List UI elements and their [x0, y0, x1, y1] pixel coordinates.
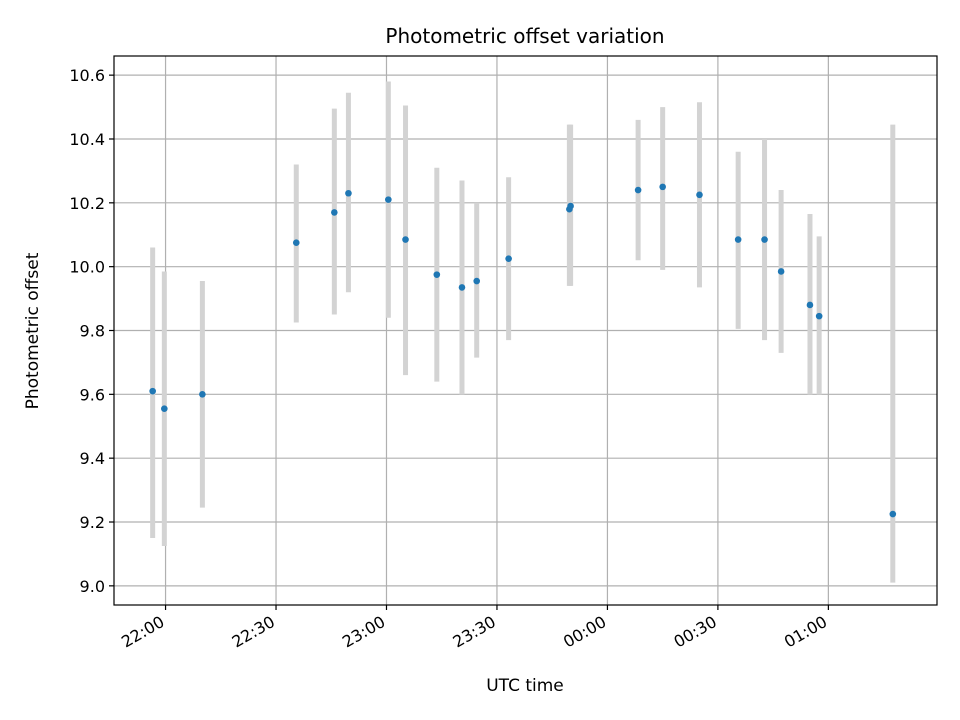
- data-point: [433, 271, 441, 278]
- data-point: [292, 239, 300, 247]
- data-point: [458, 284, 466, 291]
- data-point: [567, 202, 574, 210]
- data-point: [331, 209, 338, 216]
- y-tick-label: 9.0: [80, 577, 105, 596]
- data-point: [345, 189, 352, 197]
- data-point: [149, 387, 156, 395]
- data-point: [696, 191, 703, 199]
- data-points: [149, 183, 897, 518]
- y-axis-ticks: 9.0 9.2 9.4 9.6 9.8 10.0 10.2 10.4 10.6: [69, 66, 114, 596]
- y-tick-label: 9.6: [80, 385, 105, 404]
- y-tick-label: 10.0: [69, 258, 105, 277]
- y-tick-label: 9.2: [80, 513, 105, 532]
- y-tick-label: 10.6: [69, 66, 105, 85]
- data-point: [659, 183, 666, 191]
- data-point: [815, 312, 823, 320]
- data-point: [777, 268, 785, 275]
- y-tick-label: 10.4: [69, 130, 105, 149]
- data-point: [402, 236, 409, 243]
- data-point: [161, 405, 168, 413]
- data-point: [889, 510, 897, 518]
- data-point: [385, 196, 392, 203]
- data-point: [634, 186, 642, 194]
- y-tick-label: 9.8: [80, 322, 105, 341]
- y-tick-label: 9.4: [80, 449, 105, 468]
- data-point: [761, 236, 768, 243]
- data-point: [734, 236, 742, 243]
- data-point: [806, 301, 814, 309]
- data-point: [473, 277, 481, 285]
- grid: [114, 56, 937, 605]
- data-point: [199, 391, 206, 398]
- data-point: [505, 255, 512, 262]
- chart-title: Photometric offset variation: [385, 24, 664, 48]
- x-axis-title: UTC time: [486, 676, 564, 696]
- y-axis-title: Photometric offset: [23, 252, 43, 409]
- y-tick-label: 10.2: [69, 194, 105, 213]
